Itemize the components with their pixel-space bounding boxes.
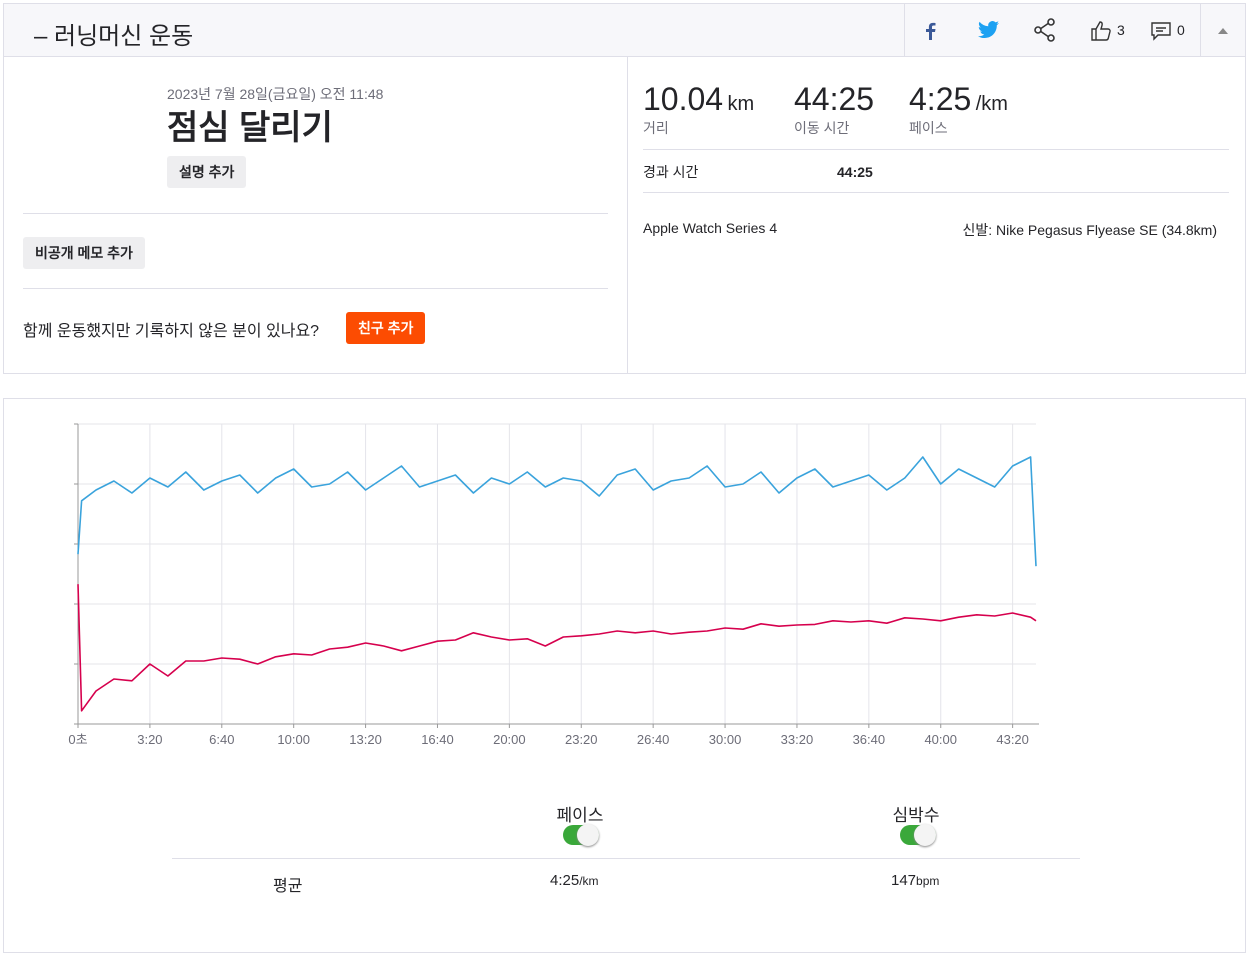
stat-value: 44:25 [794,81,875,117]
activity-name: 점심 달리기 [167,109,333,147]
elapsed-label: 경과 시간 [643,164,699,180]
stat-value: 10.04 [643,81,724,117]
avg-hr-value: 147 [891,872,917,889]
hr-toggle[interactable] [900,824,936,846]
add-friends[interactable]: 친구 추가 [346,312,426,344]
stat-unit: km [727,93,755,115]
stat: 4:25 /km 페이스 [909,81,1008,138]
stat-label: 페이스 [909,120,948,136]
x-tick-label: 26:40 [637,732,670,747]
x-tick-label: 3:20 [137,732,162,747]
avg-hr: 147bpm [891,872,939,889]
device: Apple Watch Series 4 [643,220,778,236]
facebook[interactable] [919,18,943,42]
stat-unit: /km [975,93,1008,115]
avg-pace-value: 4:25 [550,872,580,889]
kudos-icon[interactable] [1090,20,1112,42]
kudos-count: 3 [1117,22,1125,38]
elapsed-value: 44:25 [837,164,873,180]
title: – 러닝머신 운동 [34,23,194,50]
collapse[interactable] [1217,26,1229,36]
x-tick-label: 0초 [68,732,87,747]
avg-pace-unit: /km [579,874,599,888]
pace-toggle[interactable] [563,824,599,846]
x-tick-label: 36:40 [853,732,886,747]
x-tick-label: 16:40 [421,732,454,747]
x-tick-label: 43:20 [996,732,1029,747]
x-tick-label: 30:00 [709,732,742,747]
x-tick-label: 13:20 [349,732,382,747]
stat-label: 이동 시간 [794,120,850,136]
stat-value: 4:25 [909,81,972,117]
shoes: 신발: Nike Pegasus Flyease SE (34.8km) [962,222,1217,238]
x-tick-label: 23:20 [565,732,598,747]
stat: 44:25 이동 시간 [794,81,874,138]
x-tick-label: 40:00 [924,732,957,747]
chart: 0초 3:20 6:40 10:00 13:20 16:40 20:00 23:20 26:40… [68,423,1039,747]
chart-panel: 0초 3:20 6:40 10:00 13:20 16:40 20:00 23:20 26:40… [3,398,1246,953]
activity-panel: 2023년 7월 28일(금요일) 오전 11:48 점심 달리기 설명 추가 … [3,56,1246,374]
x-tick-label: 10:00 [277,732,310,747]
x-tick-label: 20:00 [493,732,526,747]
series-line [77,456,1037,567]
private-note[interactable]: 비공개 메모 추가 [23,237,145,269]
avg-label: 평균 [273,878,303,895]
x-tick-label: 6:40 [209,732,234,747]
legend-label: 심박수 [892,806,940,825]
twitter[interactable] [976,18,1002,42]
header: – 러닝머신 운동 3 0 [3,3,1246,57]
avg-hr-unit: bpm [916,874,940,888]
add-description[interactable]: 설명 추가 [167,156,247,188]
friends-question: 함께 운동했지만 기록하지 않은 분이 있나요? [23,323,320,340]
comment-count: 0 [1177,22,1185,38]
stat-label: 거리 [643,120,669,136]
x-tick-label: 33:20 [781,732,814,747]
series-line [77,584,1037,712]
legend-label: 페이스 [556,806,604,825]
comment-icon[interactable] [1150,21,1172,41]
datetime: 2023년 7월 28일(금요일) 오전 11:48 [167,86,384,102]
share[interactable] [1032,17,1058,43]
avg-pace: 4:25/km [550,872,599,889]
stat: 10.04 km 거리 [643,81,754,138]
